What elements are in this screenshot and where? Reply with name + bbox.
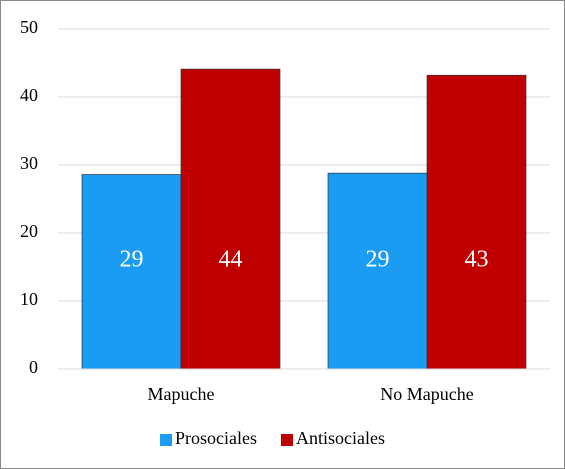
bar bbox=[426, 74, 527, 370]
data-label: 29 bbox=[366, 247, 390, 273]
legend-swatch bbox=[160, 434, 172, 446]
y-tick-label: 40 bbox=[20, 85, 38, 105]
y-tick-label: 20 bbox=[20, 221, 38, 241]
y-tick-label: 10 bbox=[20, 289, 38, 309]
bar bbox=[180, 68, 281, 370]
y-tick-label: 30 bbox=[20, 153, 38, 173]
legend-label: Antisociales bbox=[296, 428, 385, 448]
legend-swatch bbox=[280, 434, 293, 446]
data-label: 29 bbox=[120, 247, 144, 273]
data-label: 44 bbox=[219, 247, 243, 273]
y-tick-label: 0 bbox=[29, 357, 38, 377]
y-tick-label: 50 bbox=[20, 17, 38, 37]
x-tick-label: Mapuche bbox=[148, 384, 215, 404]
bar bbox=[327, 172, 428, 370]
legend-label: Prosociales bbox=[175, 428, 257, 448]
data-label: 43 bbox=[465, 247, 489, 273]
x-tick-label: No Mapuche bbox=[380, 384, 473, 404]
